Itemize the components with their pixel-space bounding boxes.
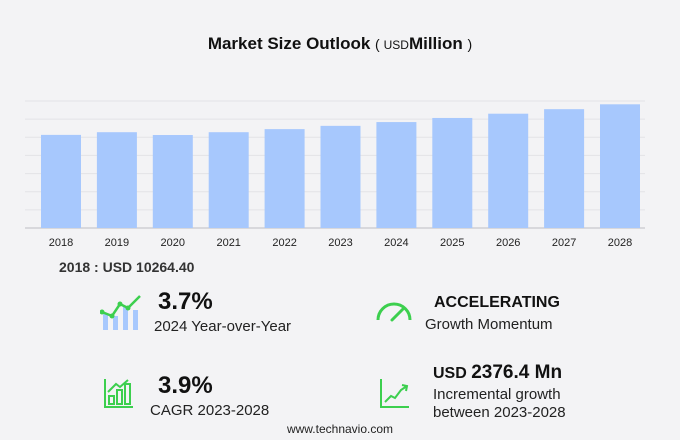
momentum-label: Growth Momentum [425,316,553,333]
title-open: ( [375,36,380,52]
bar-2027 [544,109,585,228]
bar-2018 [41,134,81,228]
bar-2024 [376,122,417,228]
title-unit: Million [408,34,463,53]
growth-chart-icon [100,295,141,330]
cagr-label: CAGR 2023-2028 [150,402,270,419]
bar-2022 [264,129,305,228]
bar-2028 [600,104,640,228]
bar-growth-icon [104,379,133,408]
x-tick-label: 2027 [552,237,576,249]
bar-chart: 2018 2019 2020 2021 2022 2023 2024 2025 2026 2027… [25,100,645,249]
x-tick-label: 2023 [328,237,352,249]
x-tick-label: 2022 [272,237,296,249]
x-tick-label: 2026 [496,237,520,249]
bar-2019 [96,132,137,228]
bar-2023 [320,125,361,228]
title-unit-prefix: USD [383,38,409,52]
x-tick-label: 2019 [105,237,129,249]
bar-2025 [432,117,473,228]
x-tick-label: 2018 [49,237,73,249]
x-tick-label: 2020 [161,237,185,249]
base-value: 2018 : USD 10264.40 [59,259,195,275]
x-tick-label: 2024 [384,237,408,249]
speedometer-icon [376,302,412,322]
bar-2026 [488,113,529,228]
x-tick-label: 2028 [608,237,632,249]
bar-2021 [208,132,249,228]
x-tick-label: 2025 [440,237,464,249]
footer-url: www.technavio.com [286,422,394,436]
trend-line-icon [380,379,409,408]
title-main: Market Size Outlook [207,34,371,53]
momentum-value: ACCELERATING [434,294,560,311]
incremental-value: 2376.4 Mn [471,362,563,383]
cagr-value: 3.9% [158,372,213,399]
title-close: ) [467,36,473,52]
incremental-label-2: between 2023-2028 [433,404,566,421]
incremental-prefix: USD [433,365,467,382]
yoy-value: 3.7% [158,288,213,315]
incremental-label-1: Incremental growth [433,386,561,403]
x-tick-label: 2021 [216,237,240,249]
chart-title: Market Size Outlook ( USDMillion ) [0,34,680,54]
yoy-label: 2024 Year-over-Year [154,318,292,335]
bar-2020 [152,135,193,228]
